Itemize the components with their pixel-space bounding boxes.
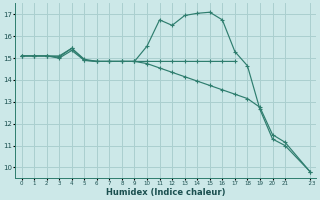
X-axis label: Humidex (Indice chaleur): Humidex (Indice chaleur) — [106, 188, 226, 197]
